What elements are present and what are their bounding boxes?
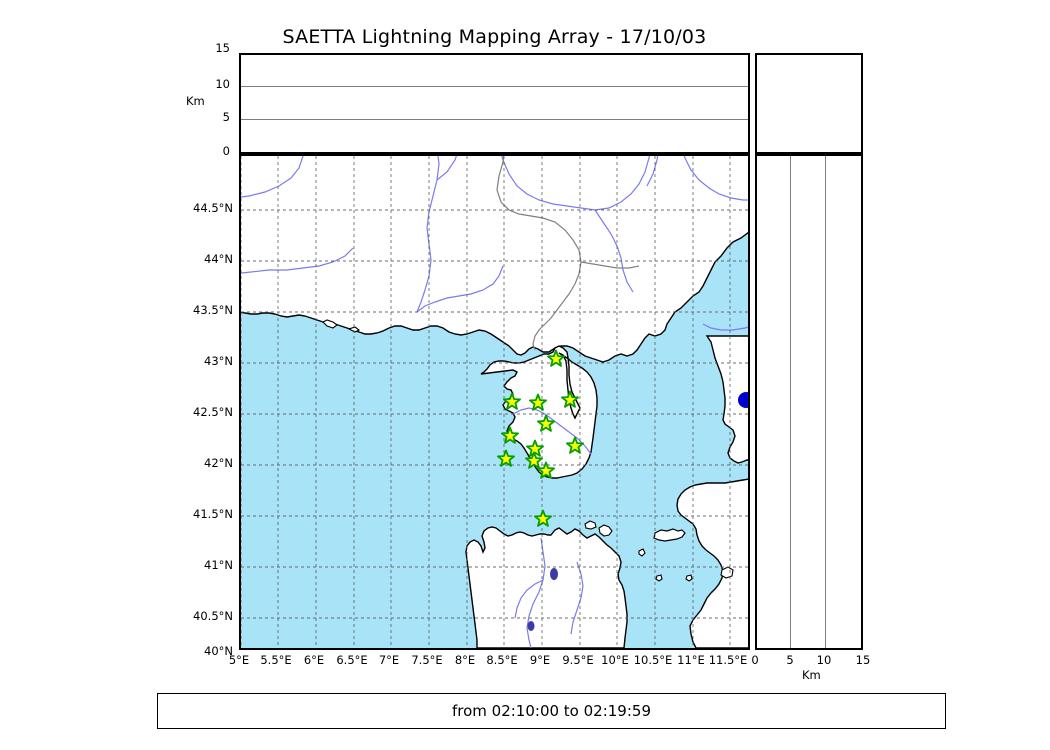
- lon-tick-10.5: 10.5°E: [633, 653, 673, 667]
- border-italy-inner: [580, 261, 640, 269]
- map-panel[interactable]: [239, 154, 750, 650]
- altitude-gridline-10km: [241, 86, 748, 87]
- range-gridline-10km: [825, 156, 826, 648]
- map-canvas: [241, 156, 748, 648]
- altitude-vs-latitude-panel[interactable]: [755, 154, 863, 650]
- lon-tick-11.5: 11.5°E: [708, 653, 748, 667]
- station-marker-station-02[interactable]: [503, 392, 521, 410]
- lon-tick-10: 10°E: [601, 653, 629, 667]
- lightning-source-source-01[interactable]: [738, 392, 748, 408]
- altitude-ytick-10: 10: [215, 77, 230, 91]
- station-marker-station-11[interactable]: [537, 461, 555, 479]
- river-sardinia-3: [570, 561, 584, 635]
- coastline-elba: [653, 528, 686, 542]
- station-marker-station-03[interactable]: [529, 393, 547, 411]
- coastline-pianosa: [655, 574, 663, 582]
- lon-tick-7: 7°E: [378, 653, 400, 667]
- lat-tick-42: 42°N: [204, 456, 233, 470]
- lake-group: [527, 568, 558, 631]
- altitude-ytick-5: 5: [222, 110, 230, 124]
- range-xtick-5: 5: [786, 653, 794, 667]
- altitude-vs-longitude-panel[interactable]: [239, 53, 750, 154]
- river-italy-1: [646, 156, 659, 187]
- lon-tick-8.5: 8.5°E: [486, 653, 518, 667]
- altitude-gridline-5km: [241, 119, 748, 120]
- river-tiber: [702, 323, 748, 331]
- river-saone: [436, 156, 457, 181]
- source-marker-group: [738, 392, 748, 408]
- lat-tick-40: 40°N: [204, 644, 233, 658]
- station-marker-station-04[interactable]: [561, 390, 579, 408]
- coastline-detail-marseille: [322, 319, 338, 329]
- coastline-maddalena: [584, 520, 597, 530]
- station-marker-station-10[interactable]: [525, 451, 543, 469]
- coastline-italy-tuscany: [676, 335, 748, 648]
- coastline-montecristo: [685, 574, 693, 582]
- lon-tick-9: 9°E: [529, 653, 551, 667]
- lat-tick-44: 44°N: [204, 252, 233, 266]
- station-marker-station-01[interactable]: [547, 349, 565, 367]
- river-west-2: [241, 247, 354, 274]
- lon-tick-7.5: 7.5°E: [411, 653, 443, 667]
- station-marker-station-12[interactable]: [534, 509, 552, 527]
- coastline-mainland: [241, 156, 748, 363]
- lon-tick-5.5: 5.5°E: [260, 653, 292, 667]
- lon-tick-5: 5°E: [228, 653, 250, 667]
- range-axis-label: Km: [802, 668, 821, 682]
- altitude-histogram-panel[interactable]: [755, 53, 863, 154]
- river-rhone: [416, 156, 440, 313]
- station-marker-station-06[interactable]: [501, 426, 519, 444]
- station-marker-station-09[interactable]: [497, 449, 515, 467]
- altitude-axis-label: Km: [186, 94, 205, 108]
- lake-sardinia-2: [527, 621, 535, 631]
- station-marker-station-05[interactable]: [537, 414, 555, 432]
- station-marker-group: [497, 349, 584, 527]
- lon-tick-8: 8°E: [454, 653, 476, 667]
- altitude-ytick-15: 15: [215, 41, 230, 55]
- range-xtick-10: 10: [816, 653, 832, 667]
- border-france-italy: [496, 156, 582, 351]
- lon-tick-11: 11°E: [677, 653, 705, 667]
- lat-tick-41: 41°N: [204, 558, 233, 572]
- lat-tick-43.5: 43.5°N: [193, 303, 233, 317]
- river-arno: [683, 156, 748, 201]
- lon-tick-6.5: 6.5°E: [336, 653, 368, 667]
- lon-tick-9.5: 9.5°E: [562, 653, 594, 667]
- river-sardinia-2: [514, 579, 544, 619]
- coastline-sardinia: [465, 526, 628, 648]
- range-xtick-15: 15: [855, 653, 871, 667]
- graticule-group: [241, 156, 748, 648]
- river-po-2: [594, 156, 650, 211]
- lon-tick-6: 6°E: [303, 653, 325, 667]
- river-po-3: [594, 209, 634, 293]
- river-po-1: [501, 156, 596, 211]
- lat-tick-41.5: 41.5°N: [193, 507, 233, 521]
- coastline-detail-hyeres: [347, 326, 361, 333]
- time-range-text: from 02:10:00 to 02:19:59: [451, 702, 651, 720]
- lat-tick-43: 43°N: [204, 354, 233, 368]
- coastline-sardinia-ne: [598, 524, 613, 537]
- lat-tick-44.5: 44.5°N: [193, 201, 233, 215]
- station-marker-station-08[interactable]: [566, 436, 584, 454]
- lat-tick-40.5: 40.5°N: [193, 609, 233, 623]
- river-sardinia-1: [526, 537, 546, 648]
- landmass-group: [241, 156, 748, 648]
- lake-sardinia-1: [550, 568, 558, 580]
- coastline-capraia: [638, 548, 646, 557]
- time-range-caption: from 02:10:00 to 02:19:59: [157, 693, 946, 729]
- figure-title: SAETTA Lightning Mapping Array - 17/10/0…: [282, 26, 707, 48]
- altitude-ytick-0: 0: [222, 144, 230, 158]
- range-gridline-5km: [790, 156, 791, 648]
- map-geometry: [241, 156, 748, 648]
- border-group: [496, 156, 640, 351]
- river-durance: [416, 265, 504, 313]
- lat-tick-42.5: 42.5°N: [193, 405, 233, 419]
- river-west-1: [241, 156, 304, 198]
- range-xtick-0: 0: [751, 653, 759, 667]
